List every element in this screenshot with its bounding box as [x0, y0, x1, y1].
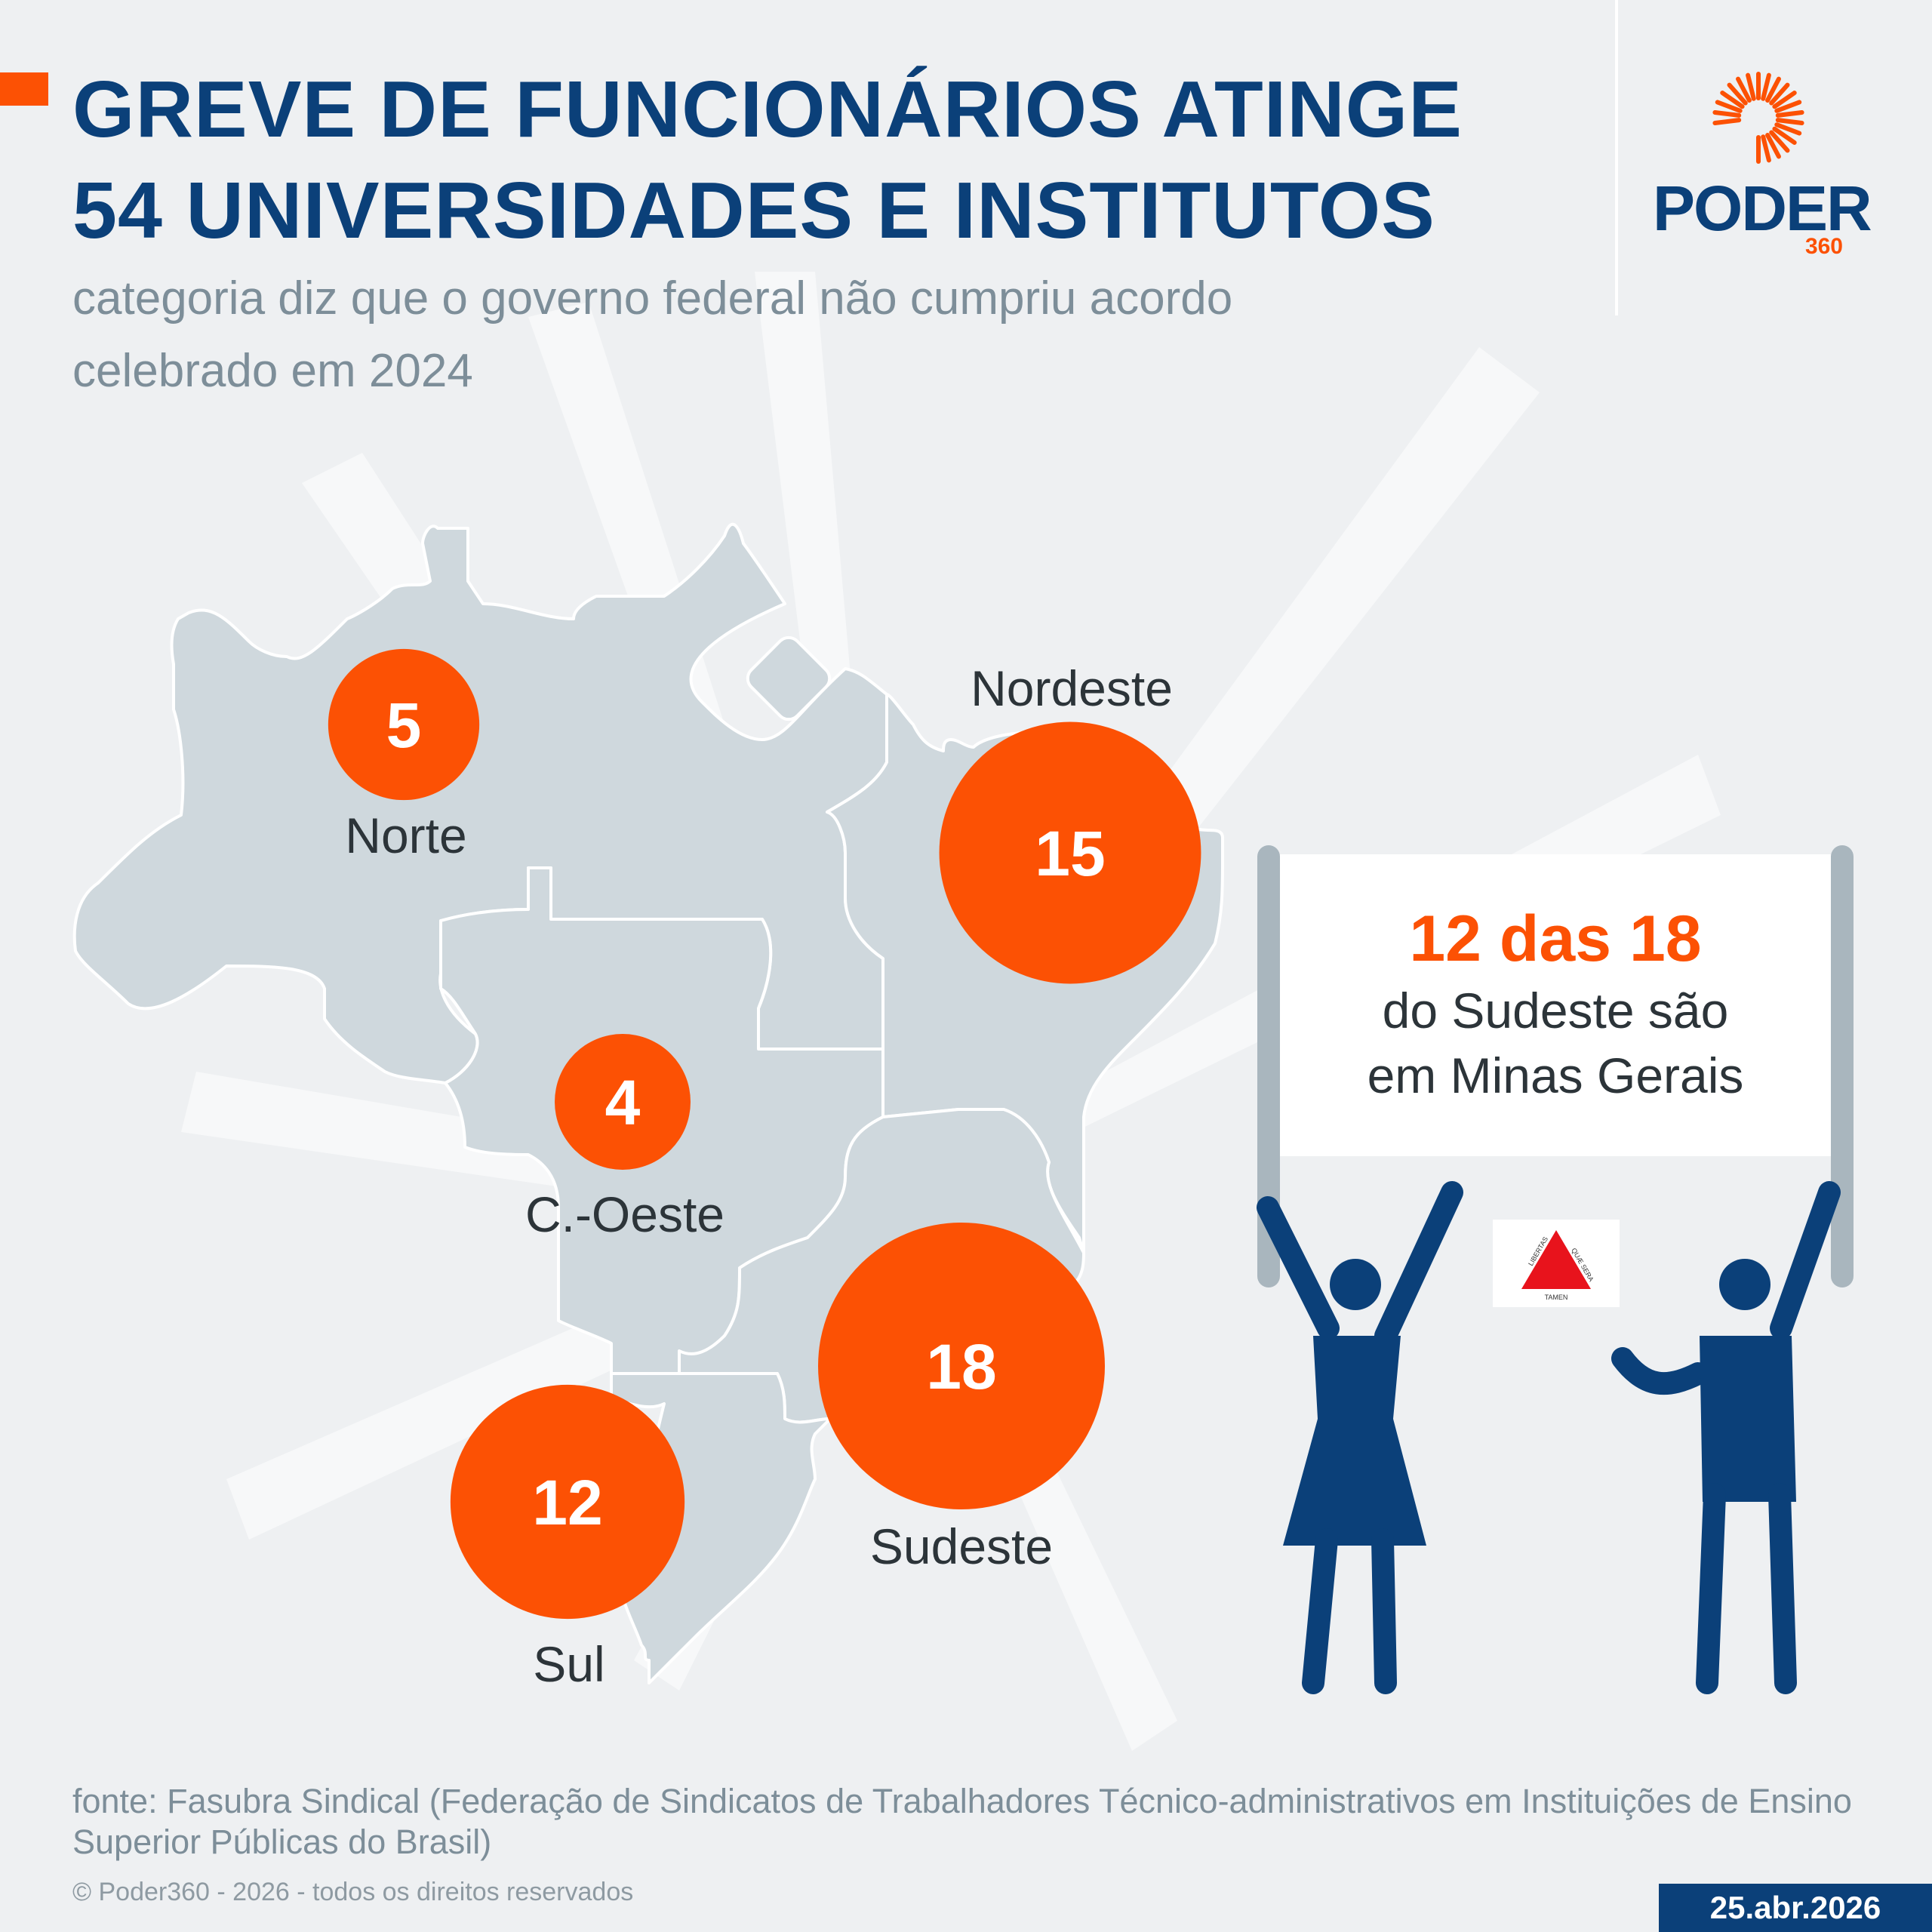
bubble-value-norte: 5	[386, 690, 422, 761]
bubble-norte	[328, 648, 480, 801]
region-label-centro-oeste: C.-Oeste	[525, 1186, 724, 1242]
date-badge: 25.abr.2026	[1659, 1884, 1932, 1932]
subtitle-line-1: categoria diz que o governo federal não …	[72, 272, 1233, 325]
bubble-nordeste	[939, 721, 1201, 984]
woman-leg-right	[1371, 1528, 1397, 1694]
region-label-nordeste: Nordeste	[971, 660, 1173, 716]
bubble-centro-oeste	[555, 1034, 691, 1170]
logo-number: 360	[1804, 234, 1843, 259]
bubble-sudeste	[818, 1223, 1105, 1509]
sign-pole-right	[1831, 845, 1854, 1287]
page-title: GREVE DE FUNCIONÁRIOS ATINGE 54 UNIVERSI…	[72, 59, 1463, 261]
logo-word: PODER	[1653, 173, 1872, 244]
minas-gerais-flag-icon: LIBERTAS QUÆ SERA TAMEN	[1493, 1220, 1620, 1307]
bubble-sul	[450, 1384, 685, 1620]
woman-arm-right	[1374, 1181, 1463, 1347]
man-arm-right	[1770, 1181, 1841, 1340]
bubble-value-sudeste: 18	[926, 1331, 996, 1402]
sign-line-2: em Minas Gerais	[1367, 1048, 1744, 1103]
woman-leg-left	[1302, 1528, 1338, 1694]
man-arm-left	[1611, 1347, 1709, 1395]
protest-sign: 12 das 18 do Sudeste são em Minas Gerais	[1280, 854, 1831, 1156]
title-line-1: GREVE DE FUNCIONÁRIOS ATINGE	[72, 65, 1463, 154]
sunburst-icon	[1712, 72, 1804, 164]
accent-bar	[0, 72, 48, 106]
subtitle-line-2: celebrado em 2024	[72, 345, 473, 397]
woman-arm-left	[1257, 1196, 1340, 1340]
copyright-note: © Poder360 - 2026 - todos os direitos re…	[72, 1878, 634, 1906]
source-note: fonte: Fasubra Sindical (Federação de Si…	[72, 1782, 1852, 1861]
man-leg-left	[1696, 1483, 1726, 1694]
bubble-value-nordeste: 15	[1035, 818, 1105, 889]
bubble-value-sul: 12	[532, 1467, 602, 1538]
page-subtitle: categoria diz que o governo federal não …	[72, 263, 1552, 408]
sign-pole-left	[1257, 845, 1280, 1287]
logo-divider	[1615, 0, 1618, 315]
man-leg-right	[1768, 1483, 1797, 1694]
title-line-2: 54 UNIVERSIDADES E INSTITUTOS	[72, 166, 1435, 255]
poder360-logo: PODER 360	[1653, 66, 1872, 270]
sign-highlight: 12 das 18	[1409, 903, 1702, 975]
region-label-sul: Sul	[533, 1636, 605, 1692]
sign-line-1: do Sudeste são	[1382, 983, 1729, 1038]
man-torso	[1700, 1336, 1796, 1502]
woman-dress	[1283, 1336, 1426, 1546]
bubble-value-centro-oeste: 4	[605, 1067, 641, 1138]
region-label-norte: Norte	[345, 808, 466, 863]
man-head	[1719, 1259, 1770, 1310]
region-label-sudeste: Sudeste	[870, 1518, 1053, 1574]
flag-text-bottom: TAMEN	[1545, 1294, 1568, 1301]
woman-head	[1330, 1259, 1381, 1310]
